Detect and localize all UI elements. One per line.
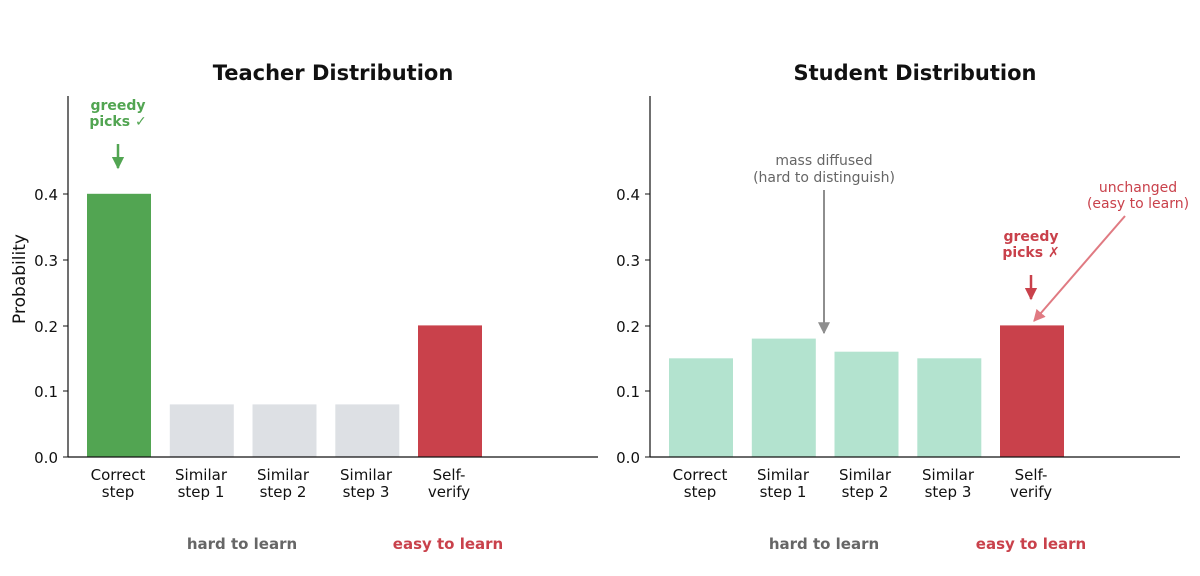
student-xlabel-3-line1: Similar (922, 466, 975, 484)
student-ytick-1: 0.1 (616, 383, 640, 401)
teacher-y-ticks: 0.0 0.1 0.2 0.3 0.4 (34, 186, 68, 467)
teacher-bar-3 (335, 404, 400, 457)
student-y-ticks: 0.0 0.1 0.2 0.3 0.4 (616, 186, 650, 467)
student-xlabel-0-line2: step (684, 483, 716, 501)
teacher-group-easy-label: easy to learn (393, 535, 503, 553)
student-xlabel-4-line1: Self- (1015, 466, 1048, 484)
teacher-xlabel-1-line2: step 1 (178, 483, 225, 501)
student-unchanged-annotation: unchanged (easy to learn) (1033, 180, 1189, 322)
student-greedy-line2: picks ✗ (1002, 245, 1059, 261)
teacher-xlabel-1-line1: Similar (175, 466, 228, 484)
teacher-bar-4 (418, 325, 482, 457)
student-xlabel-4-line2: verify (1010, 483, 1052, 501)
teacher-xlabel-3-line1: Similar (340, 466, 393, 484)
student-bars (669, 325, 1064, 457)
teacher-ytick-1: 0.1 (34, 383, 58, 401)
teacher-bars (87, 193, 482, 458)
teacher-xlabel-2-line2: step 2 (260, 483, 307, 501)
student-x-labels: Correct step Similar step 1 Similar step… (673, 466, 1053, 501)
student-bar-1 (751, 338, 816, 457)
student-group-easy-label: easy to learn (976, 535, 1086, 553)
student-bar-3 (917, 358, 982, 457)
student-xlabel-1-line2: step 1 (760, 483, 807, 501)
student-ytick-3: 0.3 (616, 252, 640, 270)
student-group-hard-label: hard to learn (769, 535, 879, 553)
teacher-ytick-3: 0.3 (34, 252, 58, 270)
student-ytick-0: 0.0 (616, 449, 640, 467)
teacher-xlabel-2-line1: Similar (257, 466, 310, 484)
teacher-xlabel-4-line2: verify (428, 483, 470, 501)
student-bar-4 (1000, 325, 1064, 457)
student-bar-0 (669, 358, 733, 457)
teacher-ytick-0: 0.0 (34, 449, 58, 467)
teacher-x-labels: Correct step Similar step 1 Similar step… (91, 466, 471, 501)
teacher-ytick-4: 0.4 (34, 186, 58, 204)
teacher-greedy-line2: picks ✓ (89, 114, 146, 130)
teacher-bar-1 (169, 404, 234, 457)
student-unchanged-line1: unchanged (1099, 180, 1177, 196)
student-bar-2 (834, 351, 899, 457)
student-greedy-annotation: greedy picks ✗ (1002, 229, 1060, 301)
student-diffused-line1: mass diffused (775, 153, 872, 169)
teacher-title: Teacher Distribution (213, 61, 454, 85)
teacher-xlabel-0-line1: Correct (91, 466, 146, 484)
teacher-xlabel-3-line2: step 3 (343, 483, 390, 501)
teacher-greedy-line1: greedy (90, 98, 145, 114)
student-diffused-annotation: mass diffused (hard to distinguish) (753, 153, 895, 335)
student-title: Student Distribution (793, 61, 1036, 85)
teacher-greedy-annotation: greedy picks ✓ (89, 98, 147, 170)
student-ytick-2: 0.2 (616, 318, 640, 336)
teacher-bar-0 (87, 193, 151, 458)
student-xlabel-2-line2: step 2 (842, 483, 889, 501)
teacher-bar-2 (252, 404, 317, 457)
teacher-chart: Teacher Distribution Probability 0.0 0.1… (10, 61, 598, 553)
student-xlabel-3-line2: step 3 (925, 483, 972, 501)
teacher-xlabel-4-line1: Self- (433, 466, 466, 484)
student-xlabel-0-line1: Correct (673, 466, 728, 484)
teacher-y-axis-label: Probability (10, 234, 30, 324)
student-diffused-line2: (hard to distinguish) (753, 170, 895, 186)
teacher-ytick-2: 0.2 (34, 318, 58, 336)
teacher-xlabel-0-line2: step (102, 483, 134, 501)
student-unchanged-line2: (easy to learn) (1087, 196, 1189, 212)
teacher-group-hard-label: hard to learn (187, 535, 297, 553)
student-ytick-4: 0.4 (616, 186, 640, 204)
student-xlabel-2-line1: Similar (839, 466, 892, 484)
student-greedy-line1: greedy (1003, 229, 1058, 245)
student-unchanged-arrow (1033, 215, 1126, 322)
student-chart: Student Distribution 0.0 0.1 0.2 0.3 0.4… (616, 61, 1189, 553)
student-xlabel-1-line1: Similar (757, 466, 810, 484)
